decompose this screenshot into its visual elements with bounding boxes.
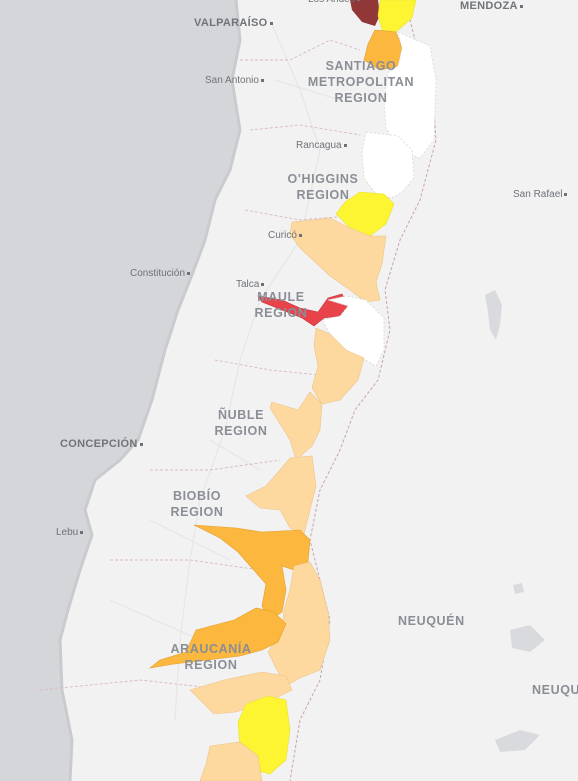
city-lebu: Lebu <box>56 527 83 538</box>
city-valparaiso: VALPARAÍSO <box>194 17 273 29</box>
city-talca: Talca <box>236 279 264 290</box>
coastline <box>58 0 242 781</box>
area-lightorange-biobio-north[interactable] <box>245 455 317 535</box>
city-san-rafael: San Rafael <box>513 189 567 200</box>
region-label-maule: MAULE REGION <box>254 290 308 320</box>
area-yellow-ohiggins[interactable] <box>335 191 395 237</box>
lake <box>485 290 502 340</box>
area-lightorange-nuble[interactable] <box>269 391 323 461</box>
region-label-nuble: ÑUBLE REGION <box>214 408 268 438</box>
city-concepcion: CONCEPCIÓN <box>60 438 143 450</box>
region-label-biobio: BIOBÍO REGION <box>170 489 224 519</box>
area-darkred[interactable] <box>350 0 380 26</box>
city-rancagua: Rancagua <box>296 140 347 151</box>
area-orange-araucania[interactable] <box>148 607 287 669</box>
city-curico: Curicó <box>268 230 302 241</box>
lake <box>513 583 524 594</box>
area-orange-biobio[interactable] <box>193 524 311 621</box>
area-lightorange-maule-south[interactable] <box>311 327 365 405</box>
choropleth-layer <box>148 0 437 781</box>
area-lightorange-araucania-east[interactable] <box>267 561 331 687</box>
province-label-neuquen: NEUQUÉN <box>398 614 465 628</box>
city-los-andes: Los Andes <box>308 0 360 5</box>
area-white-maule[interactable] <box>321 295 385 367</box>
city-mendoza: MENDOZA <box>460 0 523 12</box>
city-constitucion: Constitución <box>130 268 190 279</box>
pacific-ocean <box>0 0 240 781</box>
region-label-santiago: SANTIAGO METROPOLITAN REGION <box>307 59 415 105</box>
lake <box>495 730 540 752</box>
area-lightorange-maule-north[interactable] <box>289 217 387 303</box>
region-label-ohiggins: O'HIGGINS REGION <box>287 172 359 202</box>
area-lightorange-far-south[interactable] <box>199 741 263 781</box>
city-san-antonio: San Antonio <box>205 75 264 86</box>
region-label-araucania: ARAUCANÍA REGION <box>170 642 252 672</box>
area-lightorange-araucania-south[interactable] <box>189 671 293 715</box>
area-orange-north[interactable] <box>363 29 403 71</box>
area-white-ohiggins[interactable] <box>361 131 415 199</box>
lake <box>510 625 545 652</box>
province-label-neuquen-cut: NEUQUE <box>532 683 578 697</box>
